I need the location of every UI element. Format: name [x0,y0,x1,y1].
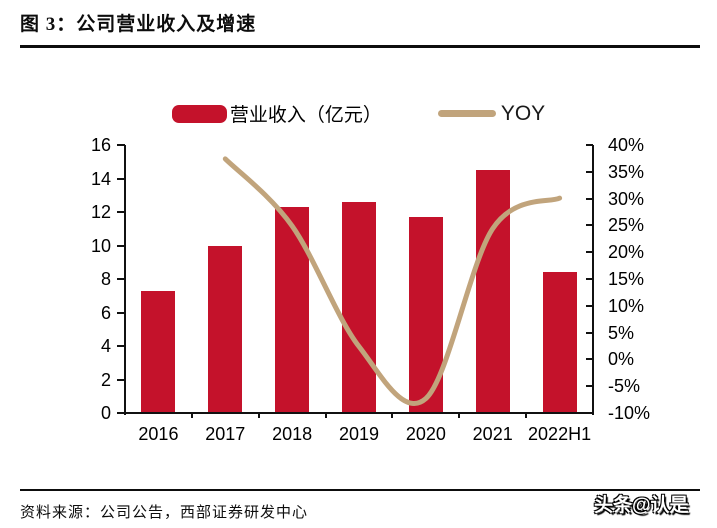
revenue-swatch-icon [171,104,227,123]
x-axis-label: 2016 [138,424,179,444]
x-axis-tick [257,413,260,418]
right-axis-label: 15% [608,269,645,289]
revenue-bar [475,170,510,413]
right-axis-label: 30% [608,188,645,209]
legend-item-revenue: 营业收入（亿元） [171,100,382,127]
figure-title: 图 3：公司营业收入及增速 [20,14,257,35]
left-axis-label: 0 [100,403,111,423]
left-axis-label: 10 [90,235,111,256]
yoy-swatch-icon [437,110,496,117]
right-axis-label: 20% [608,242,645,263]
left-axis-tick [117,412,125,414]
watermark: 头条@认是 [594,495,689,516]
x-axis-tick [458,413,461,418]
y-axis-right-line [592,145,594,415]
right-axis-tick [586,412,593,414]
x-axis-label: 2020 [405,424,446,444]
right-axis-label: 10% [608,295,645,316]
right-axis-label: 0% [608,349,635,370]
right-axis-tick [586,278,593,280]
left-axis-tick [117,345,125,347]
x-axis-tick [324,413,327,418]
legend-yoy-label: YOY [500,101,546,125]
legend-revenue-label: 营业收入（亿元） [229,105,382,126]
source-note: 资料来源：公司公告，西部证券研发中心 [20,505,309,521]
x-axis-tick [391,413,394,418]
right-axis-label: 5% [608,322,635,343]
right-axis-tick [586,385,593,388]
right-axis-label: -5% [608,376,641,397]
right-axis-tick [586,331,593,334]
x-axis-line [124,412,594,414]
right-axis-label: -10% [608,403,651,423]
left-axis-label: 2 [100,369,111,390]
left-axis-label: 4 [100,336,111,356]
right-axis-tick [586,304,593,307]
left-axis-tick [117,144,125,146]
x-axis-label: 2018 [272,424,313,444]
yoy-line [222,156,563,406]
x-axis-label: 2017 [205,424,246,444]
right-axis-tick [586,358,593,361]
right-axis-label: 40% [608,135,645,155]
left-axis-tick [117,211,125,213]
left-axis-tick [117,378,125,381]
left-axis-tick [117,311,125,314]
right-axis-label: 35% [608,161,645,182]
plot-area: 0 2 4 6 8 10 12 14 16 -10% -5% 0% 5% 10% 15% 20% 25% 30% 3… [91,135,650,444]
right-axis-tick [586,251,593,254]
revenue-bar [141,290,176,413]
left-axis-label: 12 [90,202,111,222]
left-axis-label: 14 [90,168,111,189]
legend-item-yoy: YOY [437,101,546,126]
left-axis-tick [117,278,125,280]
left-axis-tick [117,244,125,247]
right-axis-tick [586,197,593,200]
revenue-bar [208,245,243,413]
x-axis-label: 2019 [338,424,380,444]
chart-legend: 营业收入（亿元） YOY [0,100,717,127]
revenue-bar [342,201,376,413]
revenue-bar [542,272,577,413]
title-rule [20,45,700,48]
right-axis-tick [586,170,593,173]
x-axis-label: 2021 [472,424,513,444]
right-axis-label: 25% [608,215,645,236]
y-axis-left-line [124,145,126,415]
x-axis-label: 2022H1 [528,424,592,444]
left-axis-label: 6 [100,302,111,323]
right-axis-tick [586,144,593,146]
yoy-line-chart [222,156,563,406]
left-axis-tick [117,177,125,180]
left-axis-label: 8 [100,269,111,289]
right-axis-tick [586,224,593,227]
x-axis-tick [525,413,528,418]
footer-rule [20,489,700,491]
left-axis-label: 16 [90,135,111,155]
x-axis-tick [190,413,193,418]
